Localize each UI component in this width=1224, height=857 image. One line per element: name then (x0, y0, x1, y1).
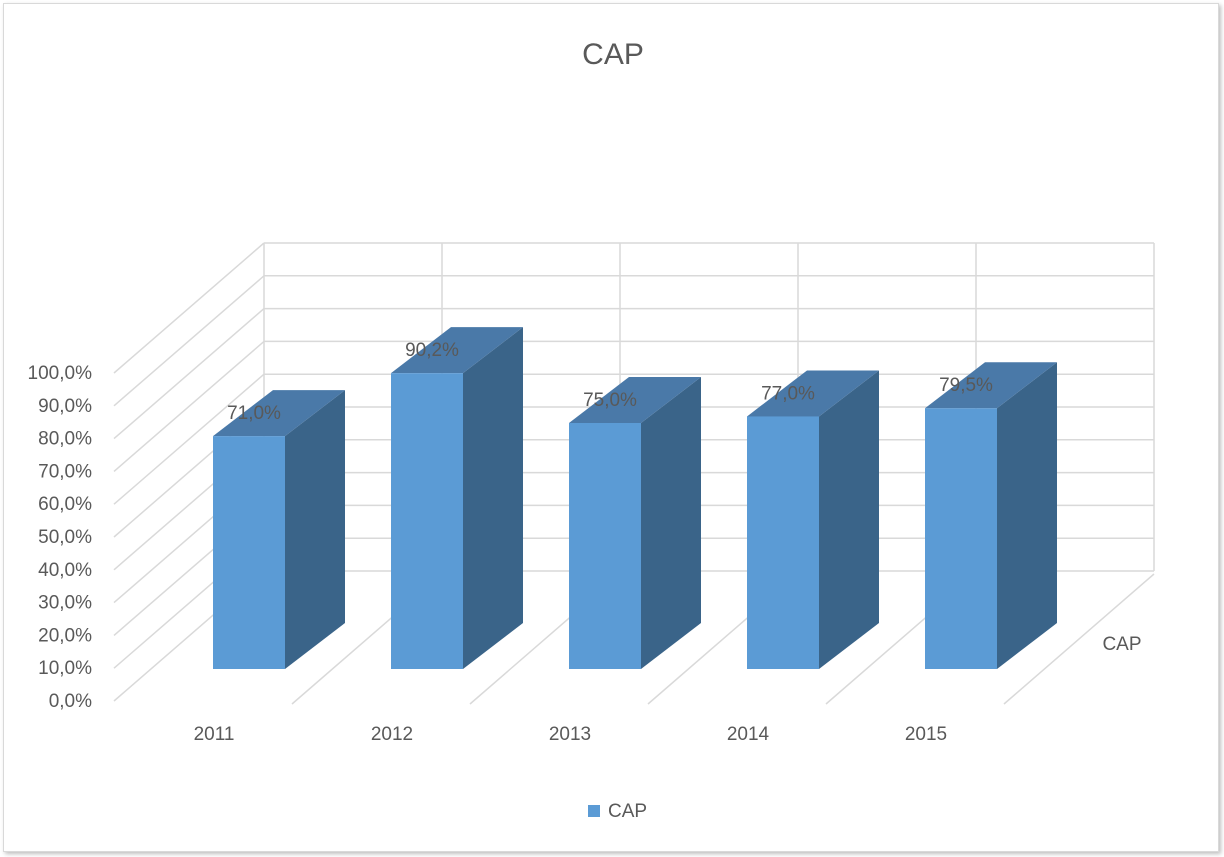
data-label: 77,0% (761, 383, 815, 404)
side-gridline (113, 340, 265, 472)
bars-layer (213, 327, 1057, 669)
side-gridline (113, 308, 265, 440)
bar-side-face (641, 377, 701, 669)
bar-top-face (569, 377, 701, 423)
data-label: 90,2% (405, 340, 459, 361)
data-label: 79,5% (939, 375, 993, 396)
y-tick-label: 70,0% (38, 461, 92, 482)
y-tick-label: 50,0% (38, 527, 92, 548)
bar (747, 416, 819, 669)
chart-svg: CAP 0,0% 10,0% 20,0% 30,0% 40,0% 50,0% 60,0% 70… (28, 38, 1155, 822)
bar (213, 436, 285, 669)
bar-top-face (391, 327, 523, 374)
side-gridline (113, 373, 265, 505)
floor-depth-line (1003, 573, 1155, 705)
depth-axis-label: CAP (1102, 634, 1141, 655)
bar (391, 373, 463, 669)
x-tick-label: 2013 (549, 724, 591, 745)
y-tick-label: 60,0% (38, 494, 92, 515)
x-tick-label: 2012 (371, 724, 413, 745)
bar-top-face (747, 370, 879, 417)
bar-side-face (285, 390, 345, 669)
y-tick-label: 0,0% (49, 691, 92, 712)
legend-label: CAP (608, 801, 647, 822)
x-tick-label: 2014 (727, 724, 770, 745)
bar-side-face (997, 362, 1057, 669)
bar (569, 423, 641, 669)
data-label: 71,0% (227, 403, 281, 424)
y-tick-label: 100,0% (28, 363, 93, 384)
x-tick-label: 2015 (905, 724, 947, 745)
chart-frame: CAP 0,0% 10,0% 20,0% 30,0% 40,0% 50,0% 60,0% 70… (3, 3, 1219, 852)
data-label: 75,0% (583, 390, 637, 411)
y-tick-label: 10,0% (38, 658, 92, 679)
bar-top-face (925, 362, 1057, 409)
legend-swatch (588, 805, 600, 817)
bar-top-face (213, 390, 345, 437)
y-tick-label: 80,0% (38, 429, 92, 450)
bar-side-face (463, 327, 523, 669)
side-gridline (113, 242, 265, 374)
y-tick-label: 30,0% (38, 593, 92, 614)
chart-title: CAP (582, 38, 644, 71)
side-gridline (113, 275, 265, 407)
y-tick-label: 20,0% (38, 625, 92, 646)
y-tick-label: 90,0% (38, 396, 92, 417)
y-tick-label: 40,0% (38, 560, 92, 581)
legend: CAP (588, 801, 647, 822)
labels-layer: 0,0% 10,0% 20,0% 30,0% 40,0% 50,0% 60,0% 70,0% 8… (28, 340, 993, 745)
bar (925, 408, 997, 669)
bar-side-face (819, 370, 879, 669)
x-tick-label: 2011 (194, 724, 235, 745)
